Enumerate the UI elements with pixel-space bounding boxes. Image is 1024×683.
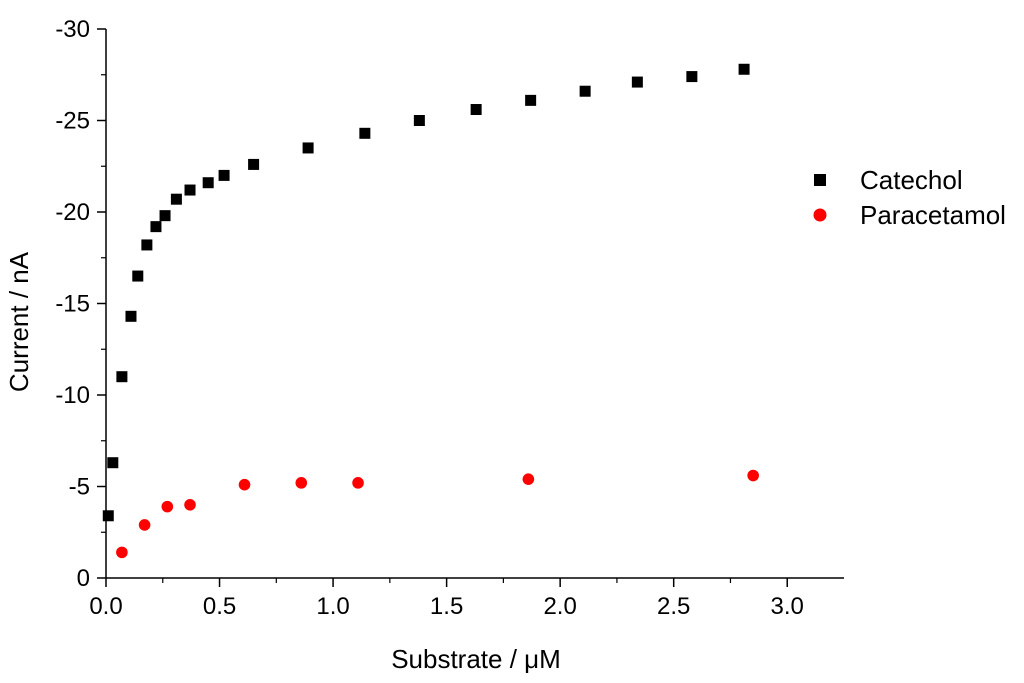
paracetamol-point [116,546,128,559]
catechol-point [413,115,425,126]
y-axis-title: Current / nA [4,251,34,392]
y-tick-label: -25 [55,108,90,135]
paracetamol-point [352,477,364,489]
y-tick-label: -20 [55,199,90,226]
catechol-point [150,221,162,233]
catechol-point [218,169,230,181]
legend: Catechol Paracetamol [813,165,1006,230]
y-tick-label: -5 [69,474,90,501]
catechol-point [184,184,196,196]
catechol-point [141,239,153,251]
data-points [102,63,759,559]
catechol-point [302,142,314,154]
legend-label-paracetamol: Paracetamol [860,200,1006,230]
catechol-point [525,94,537,106]
catechol-point [248,158,260,170]
paracetamol-point [238,478,251,491]
catechol-point [102,510,114,522]
paracetamol-point [184,499,196,511]
x-tick-label: 2.0 [543,593,576,620]
catechol-point [116,371,128,383]
y-tick-label: -10 [55,382,90,409]
paracetamol-point [295,477,308,489]
x-axis-title: Substrate / μM [391,644,561,674]
y-tick-label: 0 [77,565,90,592]
paracetamol-point [747,469,759,482]
catechol-point [579,85,591,97]
catechol-point [686,71,698,83]
catechol-point [359,127,371,139]
axis-ticks: 0.0 0.5 1.0 1.5 2.0 2.5 3.0 0 -5 -10 -15 -20 -25 -30 [55,16,804,620]
x-tick-label: 0.0 [89,593,122,620]
catechol-point [159,210,171,222]
catechol-point [631,76,643,88]
catechol-point [107,457,119,469]
y-tick-label: -30 [55,16,90,43]
legend-label-catechol: Catechol [860,165,963,195]
catechol-point [170,193,182,205]
catechol-point [738,63,750,75]
y-tick-label: -15 [55,291,90,318]
paracetamol-point [161,500,174,513]
catechol-point [132,270,144,282]
x-tick-label: 2.5 [657,593,690,620]
x-tick-label: 3.0 [771,593,804,620]
x-tick-label: 1.5 [430,593,463,620]
catechol-point [470,104,482,116]
catechol-point [202,177,214,189]
catechol-point [125,310,137,322]
legend-marker-paracetamol [813,208,827,222]
paracetamol-point [138,519,151,531]
x-tick-label: 0.5 [203,593,236,620]
x-tick-label: 1.0 [316,593,349,620]
legend-marker-catechol [814,174,826,186]
paracetamol-point [522,473,535,485]
